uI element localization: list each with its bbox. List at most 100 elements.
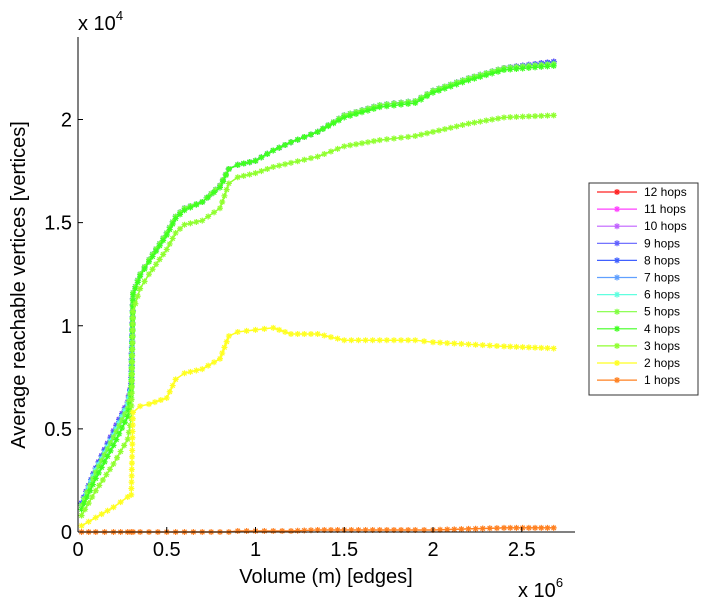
legend-marker-icon <box>614 274 620 281</box>
legend-label: 5 hops <box>644 305 680 319</box>
interpolated-marker <box>383 337 390 344</box>
interpolated-marker <box>129 447 136 454</box>
legend-label: 3 hops <box>644 339 680 353</box>
data-point-marker <box>217 355 223 362</box>
interpolated-marker <box>444 526 451 533</box>
data-point-marker <box>314 526 321 533</box>
data-point-marker <box>288 527 294 534</box>
series-line <box>80 61 554 504</box>
interpolated-marker <box>121 419 128 426</box>
interpolated-marker <box>258 154 265 161</box>
interpolated-marker <box>219 350 226 357</box>
data-point-marker <box>146 271 152 278</box>
data-point-marker <box>217 205 223 212</box>
data-point-marker <box>270 527 277 534</box>
interpolated-marker <box>359 109 365 116</box>
legend-item: 11 hops <box>597 202 686 216</box>
data-point-marker <box>288 331 294 337</box>
data-point-marker <box>376 337 383 344</box>
interpolated-marker <box>279 527 286 534</box>
interpolated-marker <box>538 524 545 531</box>
y-tick-label: 0.5 <box>44 419 72 441</box>
interpolated-marker <box>362 526 369 533</box>
interpolated-marker <box>153 248 160 255</box>
interpolated-marker <box>246 159 253 166</box>
data-point-marker <box>163 232 170 238</box>
data-point-marker <box>314 153 321 160</box>
interpolated-marker <box>405 526 412 533</box>
interpolated-marker <box>205 362 212 369</box>
interpolated-marker <box>418 131 425 138</box>
interpolated-marker <box>544 63 551 70</box>
interpolated-marker <box>294 331 301 337</box>
legend-item: 5 hops <box>597 305 680 319</box>
data-point-marker <box>412 526 419 533</box>
interpolated-marker <box>153 261 160 268</box>
series-line <box>81 327 554 527</box>
interpolated-marker <box>398 101 405 108</box>
y-ticks: 0 0.5 1 1.5 2 <box>44 110 83 544</box>
interpolated-marker <box>479 525 486 532</box>
interpolated-marker <box>149 266 156 273</box>
interpolated-marker <box>221 344 228 351</box>
legend-item: 1 hops <box>597 373 680 387</box>
interpolated-marker <box>129 346 136 353</box>
interpolated-marker <box>132 285 139 292</box>
interpolated-marker <box>219 178 226 185</box>
interpolated-marker <box>160 251 167 258</box>
legend-item: 2 hops <box>597 356 680 370</box>
data-point-marker <box>465 341 472 348</box>
data-point-marker <box>550 524 557 531</box>
interpolated-marker <box>261 527 268 534</box>
y-multiplier-exponent: 4 <box>116 8 123 23</box>
interpolated-marker <box>369 526 376 533</box>
data-point-marker <box>412 337 419 344</box>
y-multiplier-base: x 10 <box>78 13 116 35</box>
interpolated-marker <box>128 402 135 409</box>
interpolated-marker <box>87 487 94 494</box>
x-multiplier: x 106 <box>518 575 563 600</box>
interpolated-marker <box>453 81 460 88</box>
interpolated-marker <box>132 300 139 307</box>
interpolated-marker <box>151 399 158 406</box>
interpolated-marker <box>264 166 271 172</box>
interpolated-marker <box>107 439 114 446</box>
x-tick-label: 0 <box>72 539 83 561</box>
interpolated-marker <box>405 133 412 140</box>
data-point-marker <box>181 370 188 377</box>
interpolated-marker <box>103 471 110 478</box>
data-point-marker <box>270 147 277 154</box>
interpolated-marker <box>441 126 448 133</box>
interpolated-marker <box>398 526 405 533</box>
interpolated-marker <box>459 79 466 86</box>
interpolated-marker <box>334 526 341 533</box>
interpolated-marker <box>141 266 148 273</box>
legend-item: 8 hops <box>597 253 680 267</box>
interpolated-marker <box>364 139 371 146</box>
interpolated-marker <box>166 226 173 233</box>
interpolated-marker <box>101 451 108 458</box>
interpolated-marker <box>437 339 444 346</box>
interpolated-marker <box>125 407 132 414</box>
interpolated-marker <box>129 415 136 422</box>
interpolated-marker <box>489 70 496 77</box>
y-tick-label: 1.5 <box>44 213 72 235</box>
data-point-marker <box>128 491 135 498</box>
x-tick-label: 1.5 <box>330 539 358 561</box>
interpolated-marker <box>205 194 212 201</box>
interpolated-marker <box>477 73 484 80</box>
interpolated-marker <box>405 100 412 107</box>
interpolated-marker <box>525 344 532 351</box>
interpolated-marker <box>435 127 442 134</box>
data-point-marker <box>430 128 436 135</box>
data-point-marker <box>130 291 137 298</box>
interpolated-marker <box>301 156 308 163</box>
interpolated-marker <box>221 192 228 199</box>
interpolated-marker <box>507 343 514 350</box>
legend-marker-icon <box>614 360 620 366</box>
interpolated-marker <box>355 337 362 344</box>
legend-marker-icon <box>614 377 620 384</box>
data-point-marker <box>78 512 85 519</box>
